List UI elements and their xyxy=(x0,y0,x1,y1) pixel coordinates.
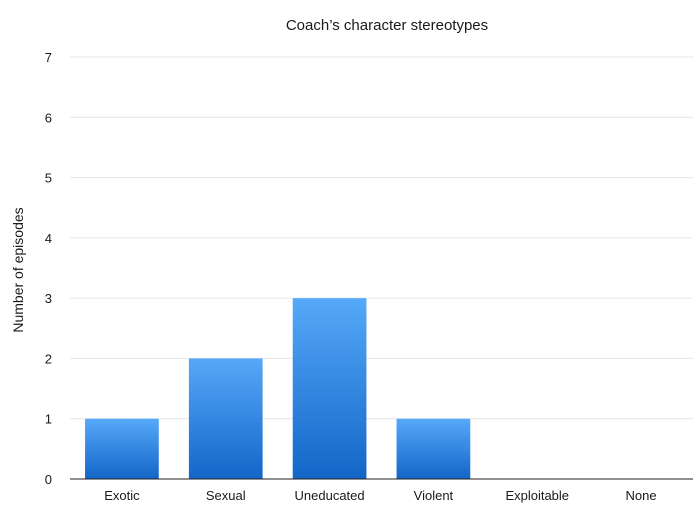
bar-uneducated xyxy=(292,298,367,479)
y-tick-label: 5 xyxy=(45,171,52,186)
y-tick-label: 4 xyxy=(45,231,52,246)
y-tick-label: 3 xyxy=(45,291,52,306)
y-tick-label: 7 xyxy=(45,50,52,65)
x-tick-label: Exotic xyxy=(104,488,140,503)
y-tick-label: 0 xyxy=(45,472,52,487)
bar-violent xyxy=(396,418,471,479)
bars xyxy=(85,298,471,479)
x-tick-label: Uneducated xyxy=(295,488,365,503)
x-tick-label: Violent xyxy=(414,488,454,503)
y-tick-label: 1 xyxy=(45,412,52,427)
x-tick-label: None xyxy=(626,488,657,503)
bar-sexual xyxy=(188,358,263,479)
y-axis-label: Number of episodes xyxy=(10,207,26,332)
x-tick-label: Exploitable xyxy=(505,488,569,503)
gridlines xyxy=(70,56,693,420)
bar-exotic xyxy=(85,418,159,479)
x-tick-label: Sexual xyxy=(206,488,246,503)
y-tick-label: 6 xyxy=(45,110,52,125)
y-axis-ticks: 0 1 2 3 4 5 6 7 xyxy=(45,50,52,487)
x-axis-ticks: Exotic Sexual Uneducated Violent Exploitable… xyxy=(104,488,656,503)
y-tick-label: 2 xyxy=(45,351,52,366)
chart-title: Coach’s character stereotypes xyxy=(286,17,488,34)
